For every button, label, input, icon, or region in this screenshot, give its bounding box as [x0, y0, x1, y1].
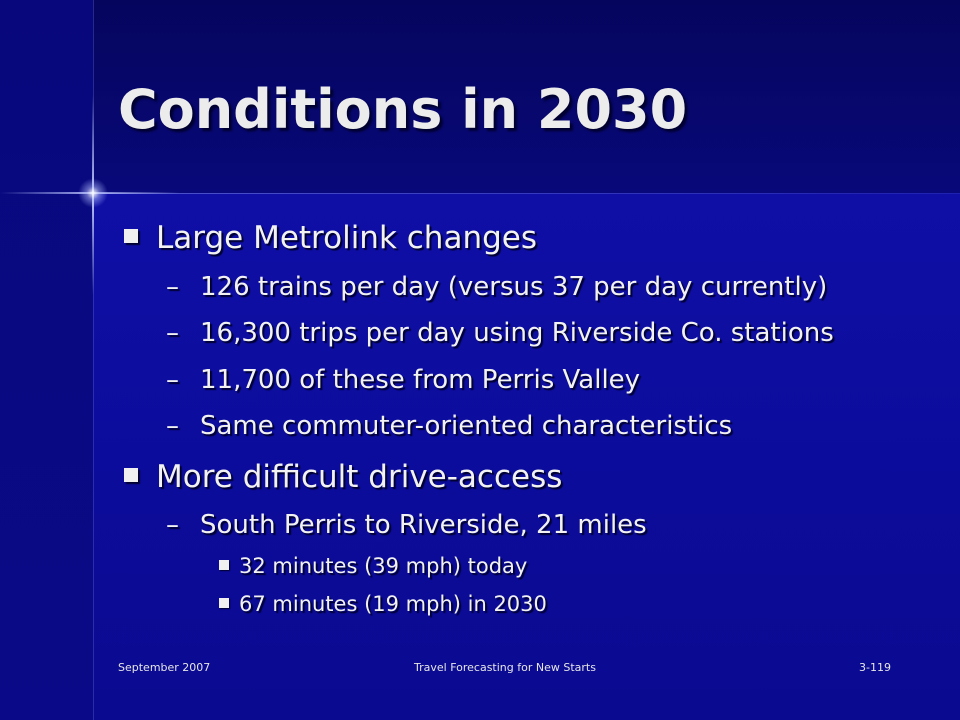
sub-bullet-text: South Perris to Riverside, 21 miles: [200, 510, 647, 540]
sub-sub-bullet-text: 32 minutes (39 mph) today: [239, 554, 528, 578]
footer-title: Travel Forecasting for New Starts: [414, 661, 596, 674]
bullet-text: More difficult drive-access: [156, 459, 563, 495]
flare-glow: [78, 178, 108, 208]
sub-sub-bullet-item: 32 minutes (39 mph) today: [219, 552, 527, 580]
sub-bullet-text: Same commuter-oriented characteristics: [200, 411, 733, 441]
bullet-text: Large Metrolink changes: [156, 220, 537, 256]
dash-marker: –: [166, 411, 179, 441]
sub-bullet-item: –16,300 trips per day using Riverside Co…: [166, 316, 834, 350]
dash-marker: –: [166, 272, 179, 302]
bullet-item: Large Metrolink changes: [124, 218, 537, 258]
dash-marker: –: [166, 318, 179, 348]
sub-bullet-item: – South Perris to Riverside, 21 miles: [166, 508, 647, 542]
sub-bullet-item: –126 trains per day (versus 37 per day c…: [166, 270, 827, 304]
square-bullet-icon: [124, 468, 138, 482]
dash-marker: –: [166, 510, 179, 540]
square-bullet-icon: [219, 560, 229, 570]
left-band: [0, 0, 93, 720]
sub-bullet-text: 16,300 trips per day using Riverside Co.…: [200, 318, 834, 348]
sub-sub-bullet-item: 67 minutes (19 mph) in 2030: [219, 590, 547, 618]
sub-bullet-item: –11,700 of these from Perris Valley: [166, 363, 640, 397]
sub-bullet-item: – Same commuter-oriented characteristics: [166, 409, 732, 443]
horizontal-divider: [93, 193, 960, 194]
vertical-divider: [93, 0, 94, 720]
square-bullet-icon: [219, 598, 229, 608]
footer-page-number: 3-119: [859, 661, 891, 674]
slide-title: Conditions in 2030: [118, 78, 688, 141]
footer-date: September 2007: [118, 661, 211, 674]
square-bullet-icon: [124, 229, 138, 243]
sub-bullet-text: 11,700 of these from Perris Valley: [200, 365, 641, 395]
body-panel: [93, 193, 960, 720]
header-band: [93, 0, 960, 193]
dash-marker: –: [166, 365, 179, 395]
sub-sub-bullet-text: 67 minutes (19 mph) in 2030: [239, 592, 547, 616]
sub-bullet-text: 126 trains per day (versus 37 per day cu…: [200, 272, 828, 302]
bullet-item: More difficult drive-access: [124, 457, 562, 497]
